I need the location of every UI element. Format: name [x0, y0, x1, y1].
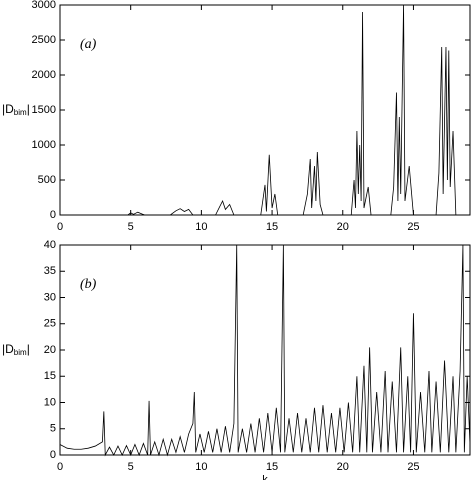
x-tick-label: 0 — [57, 221, 63, 233]
y-tick-label: 15 — [44, 370, 56, 382]
data-line — [60, 4, 470, 216]
y-label-main: |D — [2, 342, 14, 356]
y-axis-label: |Dbim| — [2, 342, 30, 357]
y-label-sub: bim — [14, 108, 27, 117]
y-tick-label: 5 — [50, 423, 56, 435]
y-tick-label: 40 — [44, 239, 56, 251]
y-tick-label: 3000 — [32, 0, 56, 11]
x-axis-label: k — [262, 474, 268, 480]
plot-frame — [59, 4, 471, 216]
y-axis-label: |Dbim| — [2, 102, 30, 117]
y-tick-label: 1500 — [32, 104, 56, 116]
y-tick-label: 10 — [44, 396, 56, 408]
y-tick-label: 0 — [50, 209, 56, 221]
panel-label: (b) — [80, 277, 97, 292]
x-tick-label: 10 — [195, 461, 207, 473]
y-tick-label: 30 — [44, 291, 56, 303]
y-label-close: | — [27, 342, 30, 356]
y-tick-label: 20 — [44, 344, 56, 356]
plot-frame — [59, 244, 471, 456]
x-tick-label: 15 — [266, 461, 278, 473]
panel-label: (a) — [80, 37, 97, 52]
y-tick-label: 25 — [44, 318, 56, 330]
x-tick-label: 25 — [407, 221, 419, 233]
y-tick-label: 0 — [50, 449, 56, 461]
x-tick-label: 20 — [337, 221, 349, 233]
y-tick-label: 35 — [44, 265, 56, 277]
y-label-main: |D — [2, 102, 14, 116]
x-tick-label: 10 — [195, 221, 207, 233]
x-tick-label: 5 — [128, 221, 134, 233]
y-tick-label: 1000 — [32, 139, 56, 151]
y-label-close: | — [27, 102, 30, 116]
y-tick-label: 2000 — [32, 69, 56, 81]
x-tick-label: 0 — [57, 461, 63, 473]
x-tick-label: 20 — [337, 461, 349, 473]
y-label-sub: bim — [14, 348, 27, 357]
y-tick-label: 2500 — [32, 34, 56, 46]
x-tick-label: 25 — [407, 461, 419, 473]
data-line — [59, 244, 471, 457]
x-tick-label: 15 — [266, 221, 278, 233]
y-tick-label: 500 — [38, 174, 56, 186]
x-tick-label: 5 — [128, 461, 134, 473]
